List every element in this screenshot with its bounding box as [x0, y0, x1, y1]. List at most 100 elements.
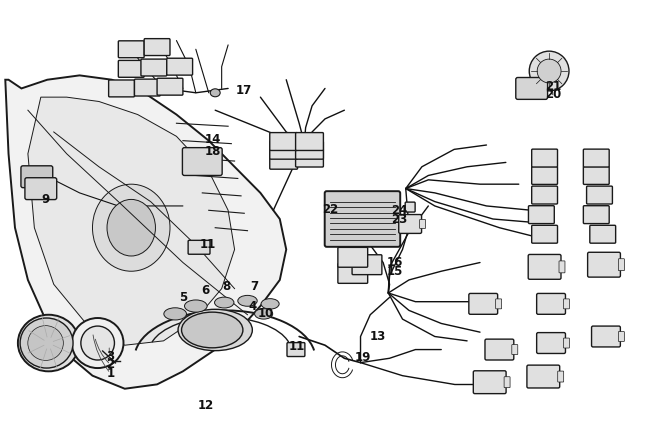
- FancyBboxPatch shape: [352, 255, 382, 275]
- Text: 15: 15: [387, 265, 403, 278]
- Ellipse shape: [210, 89, 220, 97]
- FancyBboxPatch shape: [532, 225, 558, 243]
- FancyBboxPatch shape: [537, 332, 566, 353]
- FancyBboxPatch shape: [109, 80, 135, 97]
- FancyBboxPatch shape: [325, 191, 400, 247]
- FancyBboxPatch shape: [528, 254, 561, 279]
- FancyBboxPatch shape: [338, 247, 368, 267]
- Text: 7: 7: [250, 280, 258, 293]
- FancyBboxPatch shape: [583, 166, 609, 184]
- Ellipse shape: [92, 184, 170, 271]
- FancyBboxPatch shape: [188, 240, 210, 254]
- Text: 24: 24: [391, 204, 408, 217]
- FancyBboxPatch shape: [528, 206, 554, 223]
- Text: 23: 23: [391, 213, 408, 226]
- FancyBboxPatch shape: [118, 60, 144, 77]
- FancyBboxPatch shape: [398, 215, 422, 233]
- Text: 8: 8: [223, 280, 231, 293]
- Ellipse shape: [81, 326, 114, 360]
- Ellipse shape: [164, 308, 187, 320]
- Ellipse shape: [255, 309, 273, 319]
- Ellipse shape: [214, 297, 234, 308]
- FancyBboxPatch shape: [420, 219, 426, 229]
- FancyBboxPatch shape: [21, 166, 53, 187]
- Text: 17: 17: [236, 84, 252, 97]
- FancyBboxPatch shape: [338, 264, 368, 283]
- Ellipse shape: [28, 325, 63, 360]
- FancyBboxPatch shape: [618, 332, 625, 342]
- Ellipse shape: [18, 315, 79, 371]
- FancyBboxPatch shape: [618, 259, 625, 271]
- FancyBboxPatch shape: [296, 133, 324, 151]
- Text: 10: 10: [257, 307, 274, 320]
- FancyBboxPatch shape: [25, 178, 57, 200]
- FancyBboxPatch shape: [504, 377, 510, 388]
- FancyBboxPatch shape: [144, 39, 170, 56]
- Ellipse shape: [261, 299, 279, 309]
- Circle shape: [529, 51, 569, 91]
- Text: 12: 12: [198, 399, 214, 412]
- Text: 5: 5: [179, 291, 187, 304]
- FancyBboxPatch shape: [270, 151, 298, 169]
- FancyBboxPatch shape: [496, 299, 502, 309]
- Text: 6: 6: [202, 284, 210, 297]
- FancyBboxPatch shape: [588, 252, 620, 277]
- FancyBboxPatch shape: [583, 206, 609, 223]
- FancyBboxPatch shape: [586, 186, 612, 204]
- Text: 16: 16: [387, 256, 403, 269]
- Text: 4: 4: [248, 300, 257, 313]
- FancyBboxPatch shape: [564, 299, 569, 309]
- FancyBboxPatch shape: [583, 149, 609, 167]
- Polygon shape: [28, 97, 235, 345]
- Text: 18: 18: [205, 145, 221, 158]
- Ellipse shape: [178, 309, 252, 351]
- Text: 13: 13: [369, 330, 385, 343]
- FancyBboxPatch shape: [405, 202, 415, 212]
- FancyBboxPatch shape: [537, 293, 566, 314]
- Polygon shape: [5, 75, 286, 389]
- FancyBboxPatch shape: [183, 148, 222, 176]
- FancyBboxPatch shape: [516, 78, 547, 99]
- Text: 14: 14: [205, 133, 221, 146]
- Ellipse shape: [72, 318, 124, 368]
- FancyBboxPatch shape: [532, 166, 558, 184]
- FancyBboxPatch shape: [135, 79, 161, 96]
- Text: 21: 21: [545, 80, 561, 93]
- FancyBboxPatch shape: [558, 371, 564, 382]
- FancyBboxPatch shape: [270, 141, 298, 159]
- FancyBboxPatch shape: [167, 58, 192, 75]
- Text: 11: 11: [200, 238, 216, 251]
- FancyBboxPatch shape: [473, 371, 506, 394]
- FancyBboxPatch shape: [157, 78, 183, 95]
- Ellipse shape: [238, 295, 257, 306]
- Text: 11: 11: [289, 339, 306, 353]
- Ellipse shape: [107, 199, 155, 256]
- Text: 3: 3: [107, 350, 114, 363]
- FancyBboxPatch shape: [527, 365, 560, 388]
- FancyBboxPatch shape: [564, 338, 569, 348]
- FancyBboxPatch shape: [296, 141, 324, 159]
- Text: 20: 20: [545, 88, 561, 102]
- FancyBboxPatch shape: [296, 149, 324, 167]
- FancyBboxPatch shape: [469, 293, 498, 314]
- FancyBboxPatch shape: [270, 133, 298, 151]
- Ellipse shape: [20, 318, 73, 368]
- FancyBboxPatch shape: [287, 343, 305, 357]
- FancyBboxPatch shape: [485, 339, 514, 360]
- Circle shape: [537, 59, 561, 83]
- Text: 19: 19: [354, 351, 370, 364]
- FancyBboxPatch shape: [592, 326, 620, 347]
- Text: 9: 9: [42, 193, 50, 206]
- FancyBboxPatch shape: [141, 59, 167, 76]
- Text: 22: 22: [322, 203, 338, 216]
- Text: 2: 2: [107, 358, 114, 371]
- Ellipse shape: [185, 300, 207, 312]
- FancyBboxPatch shape: [512, 345, 518, 354]
- FancyBboxPatch shape: [532, 186, 558, 204]
- FancyBboxPatch shape: [118, 41, 144, 58]
- FancyBboxPatch shape: [590, 225, 616, 243]
- Text: 1: 1: [107, 367, 114, 380]
- FancyBboxPatch shape: [559, 261, 565, 273]
- Ellipse shape: [181, 312, 243, 348]
- FancyBboxPatch shape: [532, 149, 558, 167]
